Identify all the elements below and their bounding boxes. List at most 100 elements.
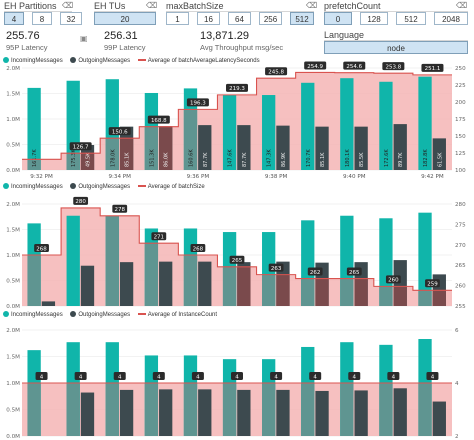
y-axis-tick-label: 0.0M [6, 168, 20, 174]
chart1-legend: IncomingMessages OutgoingMessages Averag… [3, 57, 266, 64]
line-data-label-bg [186, 98, 209, 107]
line-data-label-bg [385, 275, 401, 284]
max-batch-size-option-64[interactable]: 64 [228, 12, 251, 25]
y2-axis-tick-label: 270 [455, 243, 466, 249]
incoming-data-label: 160.6K [188, 149, 194, 167]
y2-axis-tick-label: 255 [455, 304, 466, 310]
eraser-icon[interactable]: ⌫ [62, 1, 74, 10]
incoming-data-label: 175.3K [71, 149, 77, 167]
line-data-label-bg [231, 372, 243, 380]
line-data-label-bg [34, 244, 49, 252]
incoming-bar-overlap [105, 215, 119, 306]
line-data-label-bg [346, 267, 362, 276]
eraser-icon[interactable]: ⌫ [146, 1, 158, 10]
kpi-99p-latency-label: 99P Latency [104, 43, 146, 52]
prefetch-count-option-0[interactable]: 0 [324, 12, 352, 25]
outgoing-bar-overlap [159, 126, 173, 170]
eh-partitions-option-32[interactable]: 32 [60, 12, 82, 25]
outgoing-bar-overlap [276, 274, 290, 306]
max-batch-size-option-16[interactable]: 16 [197, 12, 220, 25]
incoming-bar-overlap [262, 383, 276, 436]
outgoing-data-label: 86.0K [164, 152, 170, 167]
y2-axis-tick-label: 260 [455, 284, 466, 290]
line-data-label: 196.3 [190, 101, 206, 107]
line-data-label: 4 [392, 374, 396, 380]
incoming-bar-overlap [27, 159, 41, 170]
line-data-label-bg [343, 61, 366, 70]
outgoing-bar [276, 125, 290, 170]
incoming-bar-overlap [379, 286, 393, 306]
line-data-label-bg [112, 204, 128, 213]
incoming-bar-overlap [144, 243, 159, 306]
legend-line: Average of batchAverageLatencySeconds [147, 57, 260, 64]
line-data-label-bg [268, 263, 284, 272]
line-data-label: 259 [427, 282, 438, 288]
incoming-bar [301, 82, 315, 170]
prefetch-count-option-128[interactable]: 128 [360, 12, 388, 25]
outgoing-data-label: 49.5K [86, 152, 92, 167]
line-data-label-bg [304, 61, 327, 70]
outgoing-data-label: 87.7K [203, 152, 209, 167]
incoming-bar-overlap [144, 383, 159, 436]
x-axis-tick-label: 9:40 PM [343, 174, 366, 180]
y-axis-tick-label: 2.0M [6, 202, 20, 208]
line-data-label-bg [426, 372, 439, 380]
x-axis-tick-label: 9:42 PM [421, 174, 444, 180]
eh-tus-option-20[interactable]: 20 [94, 12, 156, 25]
incoming-data-label: 178.0K [110, 149, 116, 167]
line-data-label-bg [307, 267, 323, 276]
max-batch-size-option-1[interactable]: 1 [166, 12, 189, 25]
y-axis-tick-label: 0.5M [6, 143, 20, 149]
line-data-label-bg [35, 372, 48, 380]
legend-outgoing: OutgoingMessages [78, 183, 131, 190]
line-data-label-bg [309, 372, 322, 380]
line-data-label: 280 [75, 199, 86, 205]
incoming-bar-overlap [418, 383, 432, 436]
line-data-label-bg [421, 63, 444, 72]
y2-axis-tick-label: 265 [455, 263, 466, 269]
max-batch-size-title: maxBatchSize [166, 1, 224, 11]
line-data-label: 4 [79, 374, 83, 380]
prefetch-count-option-2048[interactable]: 2048 [434, 12, 468, 25]
legend-outgoing: OutgoingMessages [78, 311, 131, 318]
line-data-label: 4 [313, 374, 317, 380]
kpi-throughput-label: Avg Throughput msg/sec [200, 43, 284, 52]
line-data-label: 4 [157, 374, 161, 380]
incoming-bar-overlap [418, 290, 432, 306]
prefetch-count-option-512[interactable]: 512 [396, 12, 426, 25]
incoming-bar [27, 87, 41, 170]
incoming-data-label: 161.7K [32, 149, 38, 167]
outgoing-data-label: 85.1K [125, 152, 131, 167]
incoming-bar-overlap [222, 266, 237, 306]
line-data-label-bg [387, 372, 400, 380]
y2-axis-tick-label: 275 [455, 222, 466, 228]
y2-axis-tick-label: 175 [455, 117, 466, 123]
line-data-label-bg [191, 372, 204, 380]
outgoing-bar-overlap [432, 290, 446, 306]
y2-axis-tick-label: 200 [455, 100, 466, 106]
y-axis-tick-label: 0.0M [6, 434, 20, 440]
y2-axis-tick-label: 125 [455, 151, 466, 157]
y2-axis-tick-label: 280 [455, 202, 466, 208]
incoming-bar-overlap [183, 109, 198, 170]
line-data-label: 150.6 [112, 129, 128, 135]
line-data-label-bg [270, 372, 283, 380]
y-axis-tick-label: 0.5M [6, 279, 20, 285]
eraser-icon[interactable]: ⌫ [456, 1, 468, 10]
line-data-label: 254.9 [307, 64, 323, 70]
outgoing-bar-overlap [393, 286, 407, 306]
legend-incoming: IncomingMessages [11, 311, 63, 318]
kpi-throughput-value: 13,871.29 [200, 30, 249, 42]
line-data-label-bg [74, 372, 87, 380]
eh-partitions-option-4[interactable]: 4 [4, 12, 24, 25]
outgoing-bar-overlap [237, 266, 251, 306]
incoming-data-label: 170.7K [306, 149, 312, 167]
eraser-icon[interactable]: ⌫ [306, 1, 318, 10]
language-option-node[interactable]: node [324, 41, 468, 54]
eh-partitions-title: EH Partitions [4, 1, 57, 11]
eh-partitions-option-8[interactable]: 8 [32, 12, 52, 25]
max-batch-size-option-512[interactable]: 512 [290, 12, 314, 25]
max-batch-size-option-256[interactable]: 256 [259, 12, 282, 25]
incoming-bar [340, 78, 354, 170]
line-data-label-bg [226, 83, 248, 92]
